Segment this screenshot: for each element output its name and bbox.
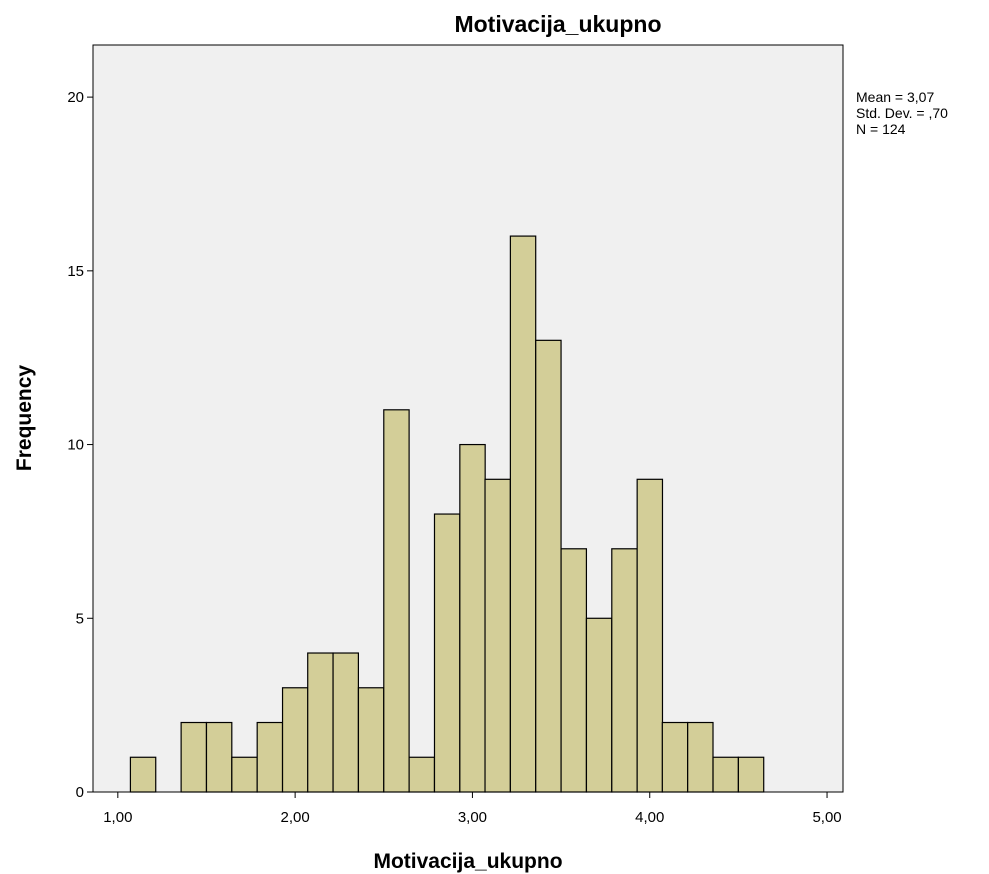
histogram-bar — [332, 652, 360, 793]
x-tick-label: 5,00 — [812, 809, 841, 826]
histogram-bar — [129, 756, 157, 793]
histogram-bar — [535, 339, 562, 793]
y-tick-label: 5 — [76, 610, 84, 627]
histogram-bar — [636, 478, 664, 793]
histogram-bar — [357, 687, 385, 793]
y-tick-label: 20 — [67, 89, 84, 106]
histogram-bar — [585, 617, 613, 793]
histogram-bar — [484, 478, 511, 793]
histogram-bar — [205, 721, 233, 793]
stats-std-dev: Std. Dev. = ,70 — [856, 105, 948, 121]
histogram-bar — [433, 513, 461, 793]
histogram-bar — [712, 756, 739, 793]
histogram-bar — [256, 721, 284, 793]
y-axis-title: Frequency — [13, 365, 36, 472]
y-tick-label: 0 — [76, 784, 84, 801]
histogram-bar — [307, 652, 334, 793]
histogram-bar — [459, 443, 486, 793]
x-tick-label: 4,00 — [635, 809, 664, 826]
histogram-bar — [687, 721, 714, 793]
chart-title: Motivacija_ukupno — [454, 11, 661, 37]
y-tick-label: 15 — [67, 263, 84, 280]
stats-n: N = 124 — [856, 121, 906, 137]
x-tick-label: 1,00 — [103, 809, 132, 826]
y-tick-label: 10 — [67, 437, 84, 454]
histogram-bar — [383, 409, 410, 793]
histogram-bar — [281, 687, 309, 793]
y-axis: 0 5 10 15 20 — [67, 89, 93, 801]
x-tick-label: 3,00 — [458, 809, 487, 826]
x-tick-label: 2,00 — [281, 809, 310, 826]
histogram-bar — [509, 235, 537, 793]
x-axis: 1,00 2,00 3,00 4,00 5,00 — [103, 792, 842, 826]
bars-group — [129, 235, 765, 793]
histogram-bar — [408, 756, 436, 793]
histogram-bar — [231, 756, 258, 793]
stats-mean: Mean = 3,07 — [856, 89, 934, 105]
histogram-bar — [661, 721, 689, 793]
x-axis-title: Motivacija_ukupno — [373, 850, 562, 873]
histogram-bar — [611, 548, 638, 793]
histogram-bar — [180, 721, 208, 793]
histogram-bar — [560, 548, 588, 793]
histogram-bar — [737, 756, 765, 793]
